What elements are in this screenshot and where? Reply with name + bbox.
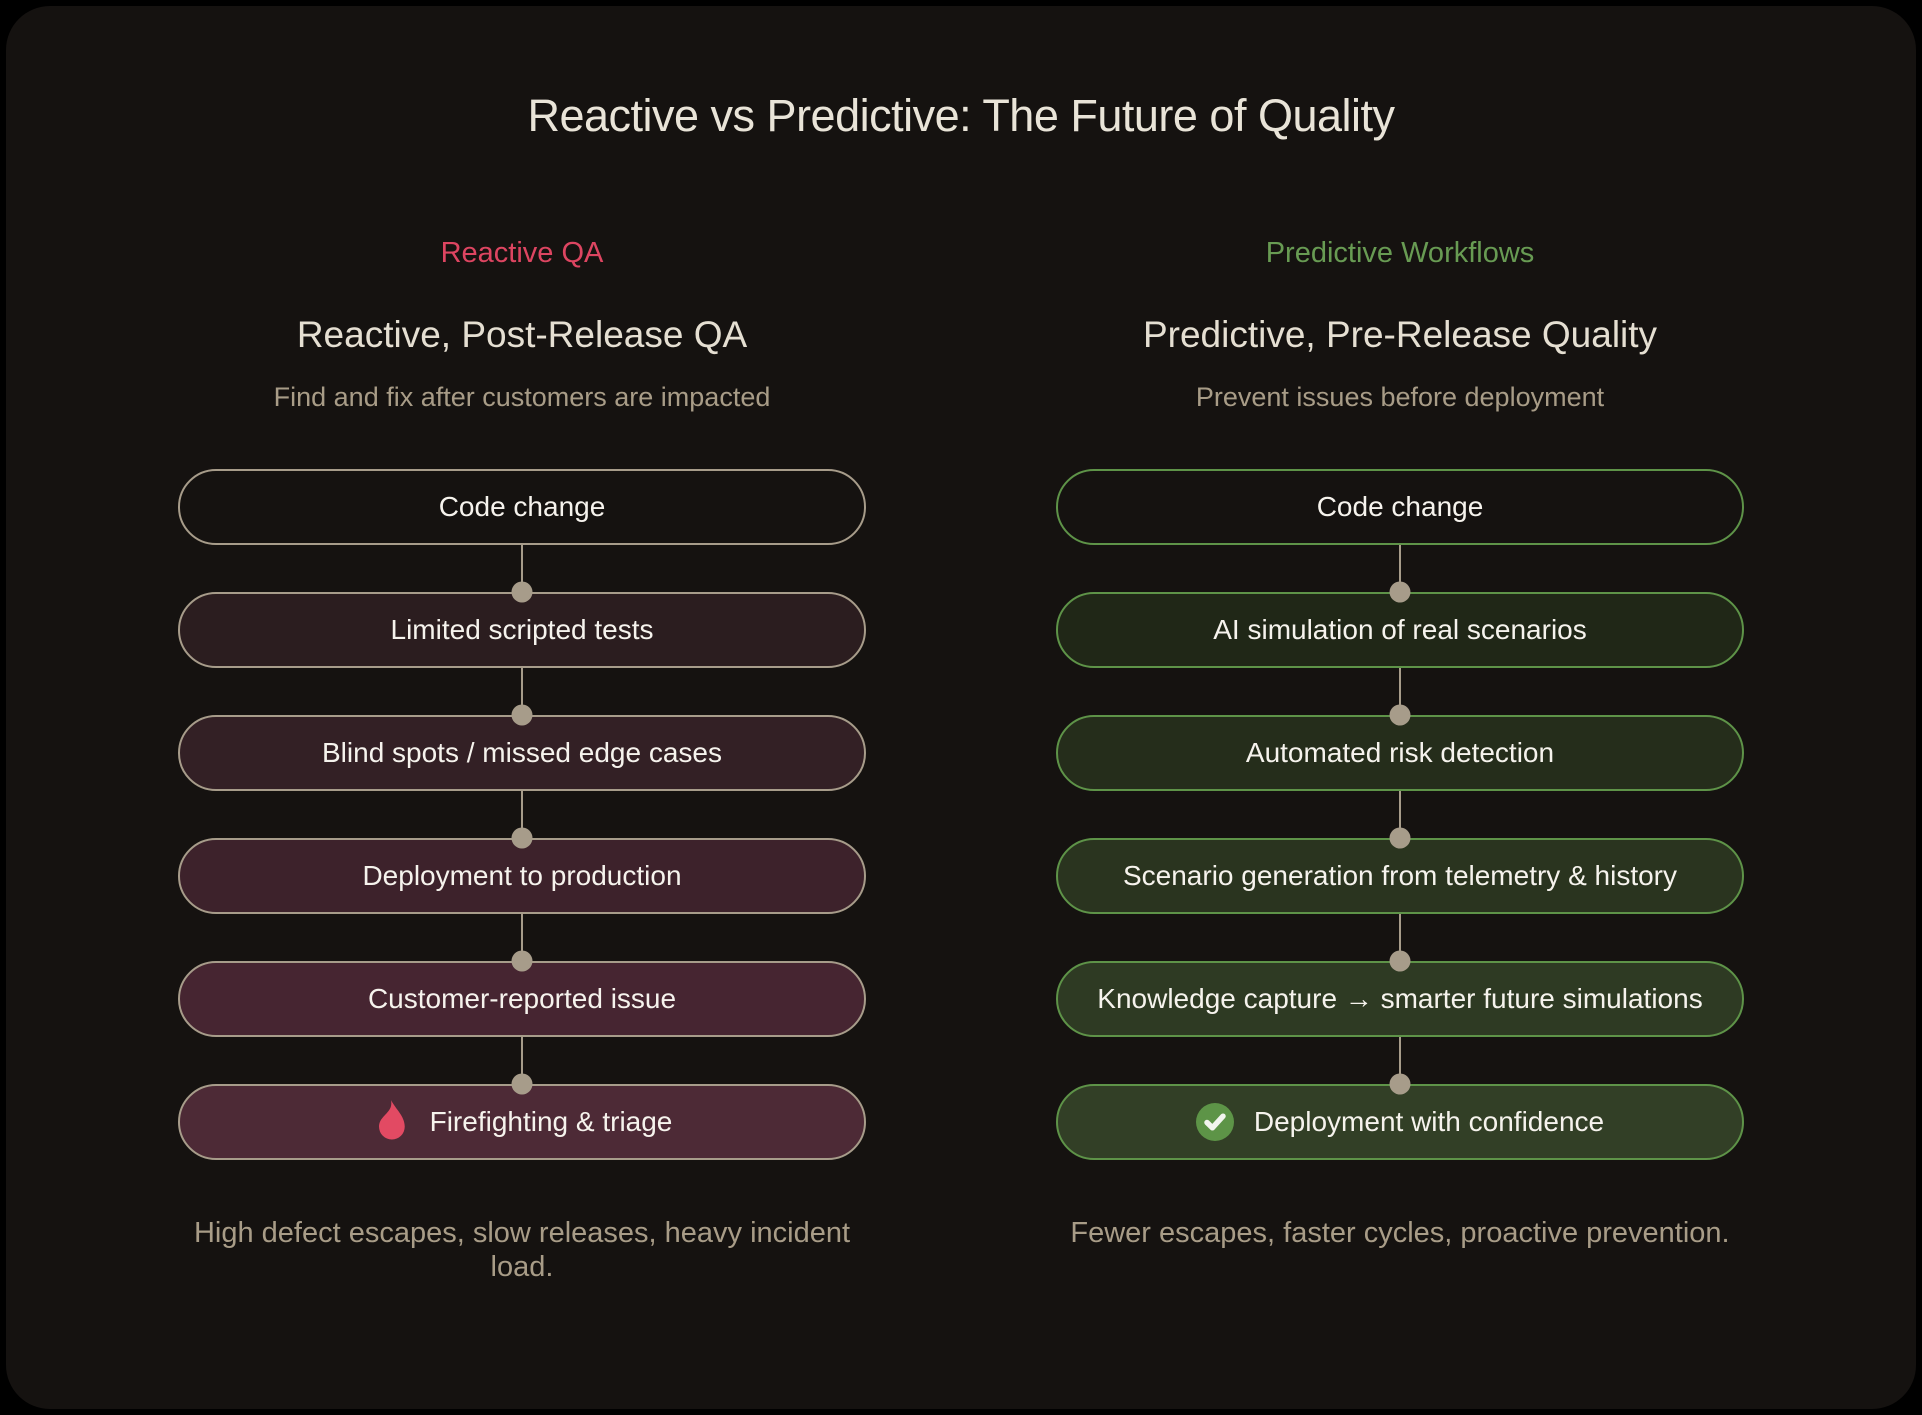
connector-dot [1389,1073,1411,1095]
connector-dot [1389,704,1411,726]
connector-dot [1389,581,1411,603]
infographic-card: Reactive vs Predictive: The Future of Qu… [6,6,1916,1409]
connector-dot [511,827,533,849]
check-icon [1195,1102,1234,1141]
flow-step-deployment-with-confidence: Deployment with confidence [1056,1083,1744,1160]
connector-dot [1389,950,1411,972]
connector-line [1399,790,1401,848]
flow-connector [178,544,866,603]
flow-step-label: Scenario generation from telemetry & his… [1122,859,1678,891]
connector-line [521,1036,523,1094]
flow-step-code-change: Code change [178,468,866,545]
connector-dot [511,1073,533,1095]
flow-step-label: Blind spots / missed edge cases [322,736,722,768]
predictive-flow: Code change AI simulation of real scenar… [1056,468,1744,1160]
flame-icon [372,1096,410,1148]
flow-step-knowledge-capture: Knowledge capture → smarter future simul… [1056,960,1744,1037]
predictive-column-label: Predictive Workflows [1265,236,1535,269]
reactive-column-subtitle: Find and fix after customers are impacte… [273,381,771,412]
predictive-column: Predictive Workflows Predictive, Pre-Rel… [1056,236,1744,1284]
flow-connector [1056,544,1744,603]
connector-line [521,544,523,602]
predictive-column-subtitle: Prevent issues before deployment [1195,381,1605,412]
flow-step-firefighting-triage: Firefighting & triage [178,1083,866,1160]
flow-step-label: AI simulation of real scenarios [1213,613,1587,645]
flow-connector [178,667,866,726]
flow-step-scenario-generation: Scenario generation from telemetry & his… [1056,837,1744,914]
connector-line [1399,544,1401,602]
connector-dot [511,704,533,726]
reactive-column: Reactive QA Reactive, Post-Release QA Fi… [178,236,866,1284]
predictive-column-heading: Predictive, Pre-Release Quality [1142,313,1658,355]
connector-line [521,913,523,971]
reactive-column-label: Reactive QA [440,236,604,269]
predictive-caption: Fewer escapes, faster cycles, proactive … [1070,1216,1730,1249]
flow-step-label: Customer-reported issue [367,982,677,1014]
comparison-columns: Reactive QA Reactive, Post-Release QA Fi… [6,236,1916,1284]
flow-step-label: Limited scripted tests [390,613,654,645]
flow-step-label: Firefighting & triage [429,1105,673,1137]
flow-connector [1056,1036,1744,1095]
connector-line [1399,1036,1401,1094]
flow-connector [1056,790,1744,849]
flow-step-deployment-to-production: Deployment to production [178,837,866,914]
flow-step-label: Code change [438,490,606,522]
reactive-column-heading: Reactive, Post-Release QA [296,313,748,355]
connector-dot [511,950,533,972]
reactive-flow: Code change Limited scripted tests Blind… [178,468,866,1160]
connector-line [1399,913,1401,971]
flow-step-label: Code change [1316,490,1484,522]
flow-step-ai-simulation: AI simulation of real scenarios [1056,591,1744,668]
flow-step-label: Deployment with confidence [1253,1105,1605,1137]
connector-line [521,667,523,725]
flow-step-label: Automated risk detection [1245,736,1555,768]
flow-connector [178,1036,866,1095]
flow-step-code-change: Code change [1056,468,1744,545]
reactive-caption: High defect escapes, slow releases, heav… [193,1216,851,1283]
flow-step-label: Knowledge capture → smarter future simul… [1097,982,1703,1014]
flow-step-label: Deployment to production [362,859,682,891]
flow-step-blind-spots: Blind spots / missed edge cases [178,714,866,791]
connector-line [1399,667,1401,725]
flow-connector [178,913,866,972]
connector-line [521,790,523,848]
flow-step-automated-risk-detection: Automated risk detection [1056,714,1744,791]
flow-connector [178,790,866,849]
connector-dot [1389,827,1411,849]
flow-connector [1056,913,1744,972]
flow-connector [1056,667,1744,726]
flow-step-customer-reported-issue: Customer-reported issue [178,960,866,1037]
connector-dot [511,581,533,603]
page-title: Reactive vs Predictive: The Future of Qu… [527,90,1395,141]
flow-step-limited-scripted-tests: Limited scripted tests [178,591,866,668]
